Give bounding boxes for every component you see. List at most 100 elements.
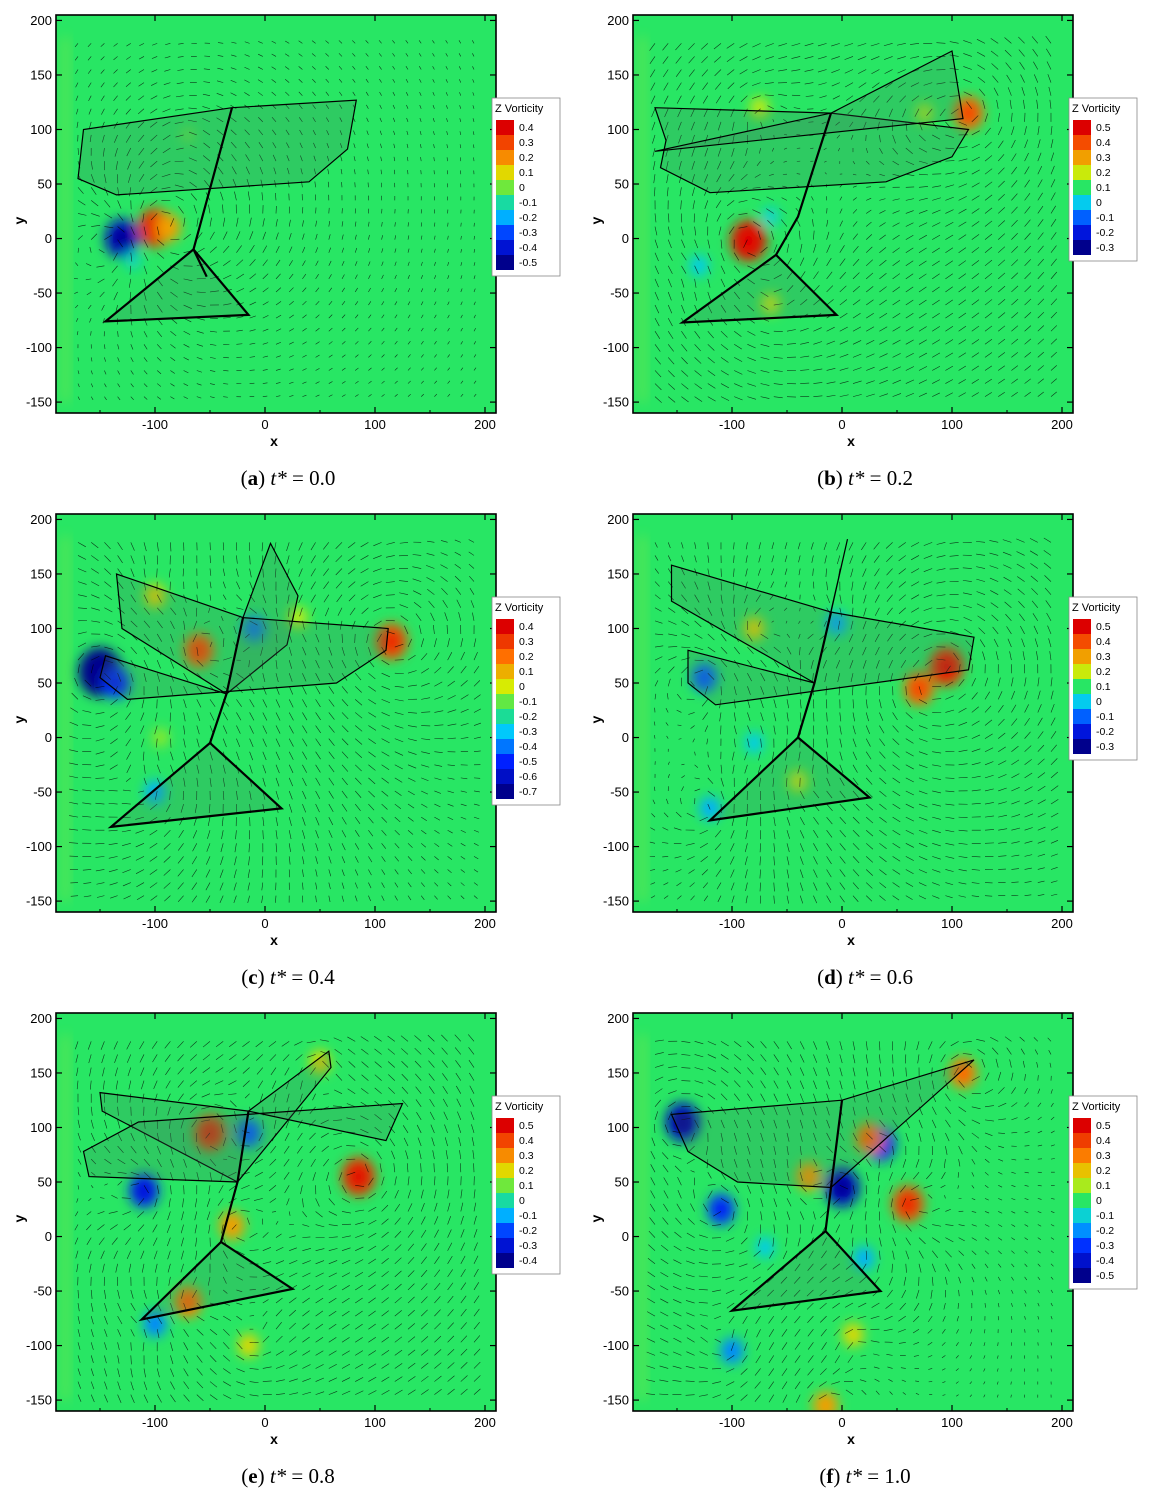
legend-level-label: -0.7 <box>519 786 537 798</box>
body-spine-0 <box>219 1110 250 1243</box>
legend-level-label: 0.1 <box>519 666 534 678</box>
legend-level-label: 0 <box>519 182 525 194</box>
vortex-3 <box>761 206 780 227</box>
vorticity-plot: -100 0 100 200 -150 -100 -50 0 50 100 150 200 x y Z Vo… <box>11 1011 561 1447</box>
velocity-vectors <box>73 40 477 401</box>
legend-swatch <box>1073 1148 1091 1163</box>
vortex-6 <box>144 583 166 608</box>
caption-letter: c <box>248 965 258 989</box>
caption-variable: t* <box>269 1464 287 1488</box>
legend-swatch <box>496 754 514 769</box>
y-tick-label: -100 <box>26 340 52 355</box>
y-tick-label: 0 <box>622 1229 629 1244</box>
y-tick-label: 150 <box>30 67 52 82</box>
legend-swatch <box>496 649 514 664</box>
legend-level-label: -0.3 <box>519 726 537 738</box>
legend-swatch <box>496 180 514 195</box>
legend-swatch <box>1073 664 1091 679</box>
legend-swatch <box>496 1148 514 1163</box>
legend-level-label: 0 <box>1096 696 1102 708</box>
legend-swatch <box>496 724 514 739</box>
legend-level-label: 0.1 <box>1096 681 1111 693</box>
legend-level-label: 0.5 <box>1096 1120 1111 1132</box>
caption-letter: a <box>247 466 259 490</box>
legend-swatch <box>496 255 514 270</box>
x-tick-label: 200 <box>474 916 496 931</box>
vortex-6 <box>796 1162 822 1192</box>
legend-swatch <box>1073 225 1091 240</box>
y-tick-label: 50 <box>38 1175 52 1190</box>
legend-level-label: 0.3 <box>1096 152 1111 164</box>
legend: Z Vorticity 0.5 0.4 0.3 0.2 0.1 0 -0.1 -0.2 -0.3 <box>1068 97 1138 262</box>
legend-level-label: -0.4 <box>1096 1255 1114 1267</box>
legend-swatch <box>496 1223 514 1238</box>
panel-f: -100 0 100 200 -150 -100 -50 0 50 100 150 200 x y Z Vo… <box>577 998 1153 1497</box>
x-tick-label: 100 <box>941 417 963 432</box>
y-tick-label: 100 <box>607 1120 629 1135</box>
y-tick-label: -150 <box>603 1393 629 1408</box>
legend-level-label: 0.5 <box>519 1120 534 1132</box>
body-spine-0 <box>775 112 833 256</box>
legend-swatch <box>496 664 514 679</box>
x-tick-label: 0 <box>838 417 845 432</box>
velocity-vectors <box>69 539 482 904</box>
x-tick-label: -100 <box>142 417 168 432</box>
x-axis-label: x <box>847 1431 855 1447</box>
caption-letter: b <box>824 466 836 490</box>
vortex-7 <box>788 770 808 792</box>
x-tick-label: 0 <box>838 916 845 931</box>
y-tick-label: -150 <box>603 894 629 909</box>
legend-swatch <box>1073 739 1091 754</box>
legend-level-label: -0.2 <box>519 212 537 224</box>
y-tick-label: 50 <box>615 676 629 691</box>
legend-swatch <box>1073 1178 1091 1193</box>
caption-variable: t* <box>270 466 287 490</box>
caption-value: 1.0 <box>884 1464 911 1488</box>
body-surface-1 <box>654 50 964 152</box>
caption-value: 0.2 <box>886 466 913 490</box>
legend-swatch <box>496 1208 514 1223</box>
x-tick-label: 0 <box>261 1415 268 1430</box>
legend-swatch <box>496 769 514 784</box>
legend-level-label: -0.4 <box>519 1255 537 1267</box>
legend: Z Vorticity 0.4 0.3 0.2 0.1 0 -0.1 -0.2 -0.3 -0.4… <box>491 97 561 277</box>
caption-variable: t* <box>848 466 865 490</box>
x-tick-label: 200 <box>474 1415 496 1430</box>
body-surface-2 <box>99 616 389 701</box>
y-axis-label: y <box>11 715 27 723</box>
legend-level-label: 0.2 <box>519 152 534 164</box>
caption-letter: f <box>826 1464 834 1488</box>
legend-level-label: 0.4 <box>1096 1135 1111 1147</box>
legend-title: Z Vorticity <box>1072 1101 1121 1113</box>
legend-swatch <box>496 1193 514 1208</box>
legend-swatch <box>1073 1238 1091 1253</box>
legend-level-label: 0.1 <box>519 1180 534 1192</box>
legend-level-label: 0.2 <box>519 651 534 663</box>
legend-swatch <box>496 784 514 799</box>
legend-swatch <box>1073 1253 1091 1268</box>
body-spine-0 <box>824 1100 844 1232</box>
legend: Z Vorticity 0.5 0.4 0.3 0.2 0.1 0 -0.1 -0.2 -0.3 -… <box>491 1095 561 1275</box>
legend-level-label: 0.3 <box>519 137 534 149</box>
y-tick-label: 200 <box>607 1011 629 1026</box>
y-tick-label: 0 <box>45 1229 52 1244</box>
legend-swatch <box>1073 210 1091 225</box>
vorticity-field <box>56 15 496 413</box>
velocity-vectors <box>649 35 1058 403</box>
y-tick-label: 50 <box>38 676 52 691</box>
x-tick-label: 0 <box>838 1415 845 1430</box>
y-axis-label: y <box>588 715 604 723</box>
legend-swatch <box>496 1238 514 1253</box>
vortex-4 <box>124 250 142 270</box>
y-tick-label: -100 <box>26 839 52 854</box>
vorticity-plot: -100 0 100 200 -150 -100 -50 0 50 100 150 200 x y Z Vo… <box>588 512 1138 948</box>
legend-level-label: -0.5 <box>519 756 537 768</box>
legend-level-label: 0 <box>1096 197 1102 209</box>
body-spine-0 <box>208 617 245 744</box>
vorticity-plot: -100 0 100 200 -150 -100 -50 0 50 100 150 200 x y Z Vo… <box>588 1011 1138 1447</box>
y-tick-label: 100 <box>607 621 629 636</box>
legend-swatch <box>496 694 514 709</box>
y-tick-label: 50 <box>38 177 52 192</box>
legend-swatch <box>496 240 514 255</box>
